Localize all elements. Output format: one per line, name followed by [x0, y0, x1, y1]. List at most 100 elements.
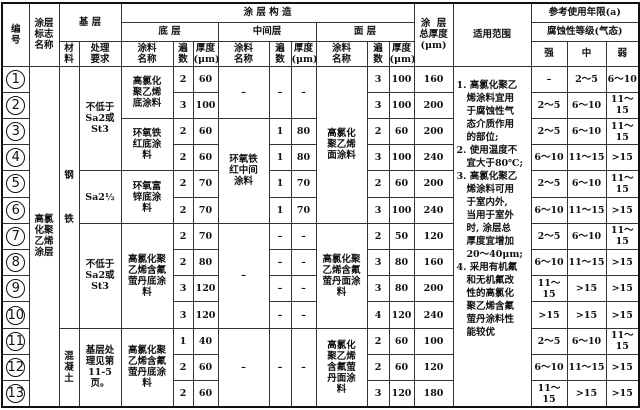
- life-weak: 11～15: [605, 327, 640, 355]
- middle-thickness: 70: [290, 170, 317, 198]
- life-strong: 6～10: [530, 144, 568, 172]
- header-middle-layer: 中间层: [217, 21, 317, 42]
- life-medium: 6～10: [566, 327, 607, 355]
- life-weak: 6～10: [605, 65, 640, 93]
- table-row: 5 Sa2½ 环氧富 锌底涂 料 2 70 1 70 2 60 200 2～5 6～10 11～15: [1, 170, 640, 224]
- middle-coats: –: [268, 65, 292, 119]
- base-thickness: 60: [192, 380, 219, 408]
- row-number: 5: [1, 170, 30, 198]
- life-strong: 2～5: [530, 222, 568, 251]
- header-middle-paint-name: 涂料 名称: [217, 40, 270, 67]
- life-strong: 2～5: [530, 91, 568, 119]
- middle-thickness: –: [290, 222, 317, 251]
- header-treatment: 处理 要求: [78, 40, 122, 67]
- face-coats: 3: [366, 144, 390, 172]
- header-base-coats: 遍 数: [172, 40, 194, 67]
- table-row: 7 不低于 Sa2或 St3 高氯化聚 乙烯含氟 萤丹底涂 料 2 70– – – 高氯化聚 …: [1, 222, 640, 329]
- row-number: 7: [1, 222, 30, 251]
- header-weak: 弱: [605, 40, 640, 67]
- header-face-paint-name: 涂料 名称: [315, 40, 368, 67]
- middle-thickness: –: [290, 65, 317, 119]
- header-face-layer: 面 层: [315, 21, 415, 42]
- base-coats: 2: [172, 144, 194, 172]
- table-row: 12 2 60 2 60 120 6～10 11～15 >15: [1, 353, 640, 382]
- base-coats: 3: [172, 275, 194, 303]
- face-thickness: 50: [388, 222, 415, 251]
- row-number: 10: [1, 301, 30, 329]
- row-number: 4: [1, 144, 30, 172]
- life-medium: 11～15: [566, 196, 607, 224]
- circled-number: 11: [6, 331, 26, 351]
- total-thickness: 200: [413, 275, 454, 303]
- row-number: 3: [1, 117, 30, 146]
- face-thickness: 60: [388, 327, 415, 355]
- middle-coats: 1: [268, 196, 292, 224]
- life-medium: >15: [566, 275, 607, 303]
- face-coats: 2: [366, 170, 390, 198]
- middle-coats: 1: [268, 170, 292, 198]
- life-weak: >15: [605, 353, 640, 382]
- life-strong: 6～10: [530, 196, 568, 224]
- total-thickness: 200: [413, 117, 454, 146]
- total-thickness: 240: [413, 144, 454, 172]
- middle-thickness: 80: [290, 117, 317, 146]
- face-thickness: 80: [388, 249, 415, 277]
- header-corrosion-grade: 腐蚀性等级(气态): [530, 21, 640, 42]
- middle-thickness: –: [290, 301, 317, 329]
- face-coats: 2: [366, 327, 390, 355]
- middle-coats: –: [268, 249, 292, 277]
- base-thickness: 40: [192, 327, 219, 355]
- life-weak: >15: [605, 275, 640, 303]
- row-number: 6: [1, 196, 30, 224]
- face-thickness: 60: [388, 353, 415, 382]
- face-coats: 3: [366, 196, 390, 224]
- middle-thickness: 70: [290, 196, 317, 224]
- face-thickness: 100: [388, 196, 415, 224]
- base-coats: 2: [172, 65, 194, 93]
- base-paint-name: 高氯化聚 乙烯含氟 萤丹底涂 料: [120, 222, 174, 329]
- base-paint-name: 高氯化聚 乙烯含氟 萤丹底涂 料: [120, 327, 174, 408]
- life-medium: 11～15: [566, 144, 607, 172]
- life-strong: –: [530, 65, 568, 93]
- life-weak: 11～15: [605, 117, 640, 146]
- header-substrate: 基 层: [58, 2, 122, 42]
- middle-coats: –: [268, 301, 292, 329]
- table-row: 13 2 60 3 120 180 11～15 >15 >15: [1, 380, 640, 408]
- total-thickness: 200: [413, 170, 454, 198]
- circled-number: 5: [6, 174, 26, 194]
- row-number: 8: [1, 249, 30, 277]
- circled-number: 10: [6, 305, 26, 325]
- scope-notes: 1. 高氯化聚乙 烯涂料宜用 于腐蚀性气 态介质作用 的部位; 2. 使用温度不…: [452, 65, 532, 408]
- face-thickness: 80: [388, 275, 415, 303]
- circled-number: 9: [6, 279, 26, 299]
- base-thickness: 60: [192, 353, 219, 382]
- header-total-thickness: 涂 层 总厚度 (μm): [413, 2, 454, 67]
- middle-paint-name: –: [217, 222, 270, 329]
- base-thickness: 70: [192, 196, 219, 224]
- life-medium: 6～10: [566, 170, 607, 198]
- base-thickness: 120: [192, 301, 219, 329]
- face-paint-name: 高氯化聚 乙烯含氟 萤丹面涂 料: [315, 222, 368, 329]
- middle-thickness: –: [290, 249, 317, 277]
- base-coats: 3: [172, 301, 194, 329]
- face-coats: 2: [366, 353, 390, 382]
- base-coats: 1: [172, 327, 194, 355]
- base-thickness: 60: [192, 117, 219, 146]
- face-coats: 3: [366, 275, 390, 303]
- base-paint-name: 环氧富 锌底涂 料: [120, 170, 174, 224]
- circled-number: 2: [6, 95, 26, 115]
- life-medium: 6～10: [566, 117, 607, 146]
- base-coats: 2: [172, 170, 194, 198]
- life-strong: 11～15: [530, 275, 568, 303]
- circled-number: 1: [6, 69, 26, 89]
- total-thickness: 240: [413, 301, 454, 329]
- header-medium: 中: [566, 40, 607, 67]
- life-medium: 6～10: [566, 91, 607, 119]
- circled-number: 13: [6, 384, 26, 404]
- total-thickness: 120: [413, 222, 454, 251]
- header-middle-thickness: 厚度 (μm): [290, 40, 318, 67]
- face-thickness: 100: [388, 144, 415, 172]
- header-base-thickness: 厚度 (μm): [192, 40, 220, 67]
- face-thickness: 60: [388, 170, 415, 198]
